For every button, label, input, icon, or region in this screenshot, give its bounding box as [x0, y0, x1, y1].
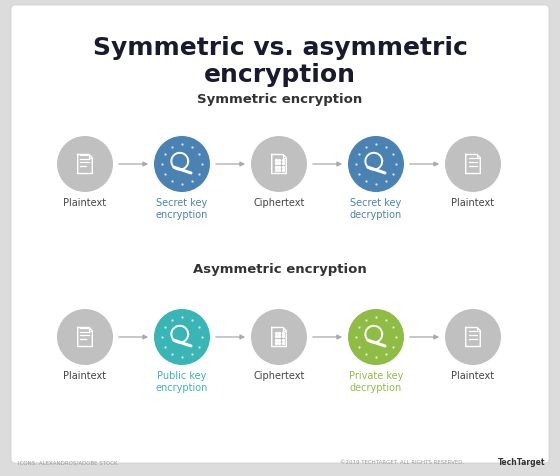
- Text: TechTarget: TechTarget: [497, 457, 545, 466]
- Circle shape: [57, 309, 113, 365]
- Circle shape: [57, 137, 113, 193]
- Text: encryption: encryption: [204, 63, 356, 87]
- Circle shape: [251, 309, 307, 365]
- Text: Symmetric encryption: Symmetric encryption: [197, 93, 363, 106]
- Text: Plaintext: Plaintext: [451, 198, 494, 208]
- Text: Secret key
encryption: Secret key encryption: [156, 198, 208, 220]
- Circle shape: [251, 137, 307, 193]
- Text: Plaintext: Plaintext: [451, 370, 494, 380]
- Text: ICONS: ALEXANDROS/ADOBE STOCK: ICONS: ALEXANDROS/ADOBE STOCK: [18, 459, 118, 465]
- Text: Ciphertext: Ciphertext: [253, 370, 305, 380]
- Text: Plaintext: Plaintext: [63, 198, 106, 208]
- Circle shape: [154, 309, 210, 365]
- Circle shape: [348, 309, 404, 365]
- Text: Plaintext: Plaintext: [63, 370, 106, 380]
- Circle shape: [348, 137, 404, 193]
- Text: Secret key
decryption: Secret key decryption: [350, 198, 402, 220]
- Circle shape: [154, 137, 210, 193]
- Text: Asymmetric encryption: Asymmetric encryption: [193, 263, 367, 276]
- Text: Ciphertext: Ciphertext: [253, 198, 305, 208]
- FancyBboxPatch shape: [11, 6, 549, 463]
- Text: ©2019 TECHTARGET. ALL RIGHTS RESERVED.: ©2019 TECHTARGET. ALL RIGHTS RESERVED.: [340, 459, 464, 465]
- Text: Symmetric vs. asymmetric: Symmetric vs. asymmetric: [92, 36, 468, 60]
- Circle shape: [445, 309, 501, 365]
- Text: Private key
decryption: Private key decryption: [349, 370, 403, 393]
- Circle shape: [445, 137, 501, 193]
- Text: Public key
encryption: Public key encryption: [156, 370, 208, 393]
